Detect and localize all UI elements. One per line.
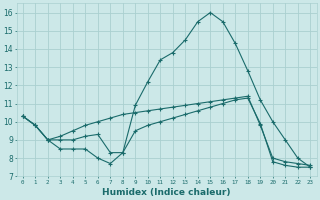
X-axis label: Humidex (Indice chaleur): Humidex (Indice chaleur) (102, 188, 231, 197)
